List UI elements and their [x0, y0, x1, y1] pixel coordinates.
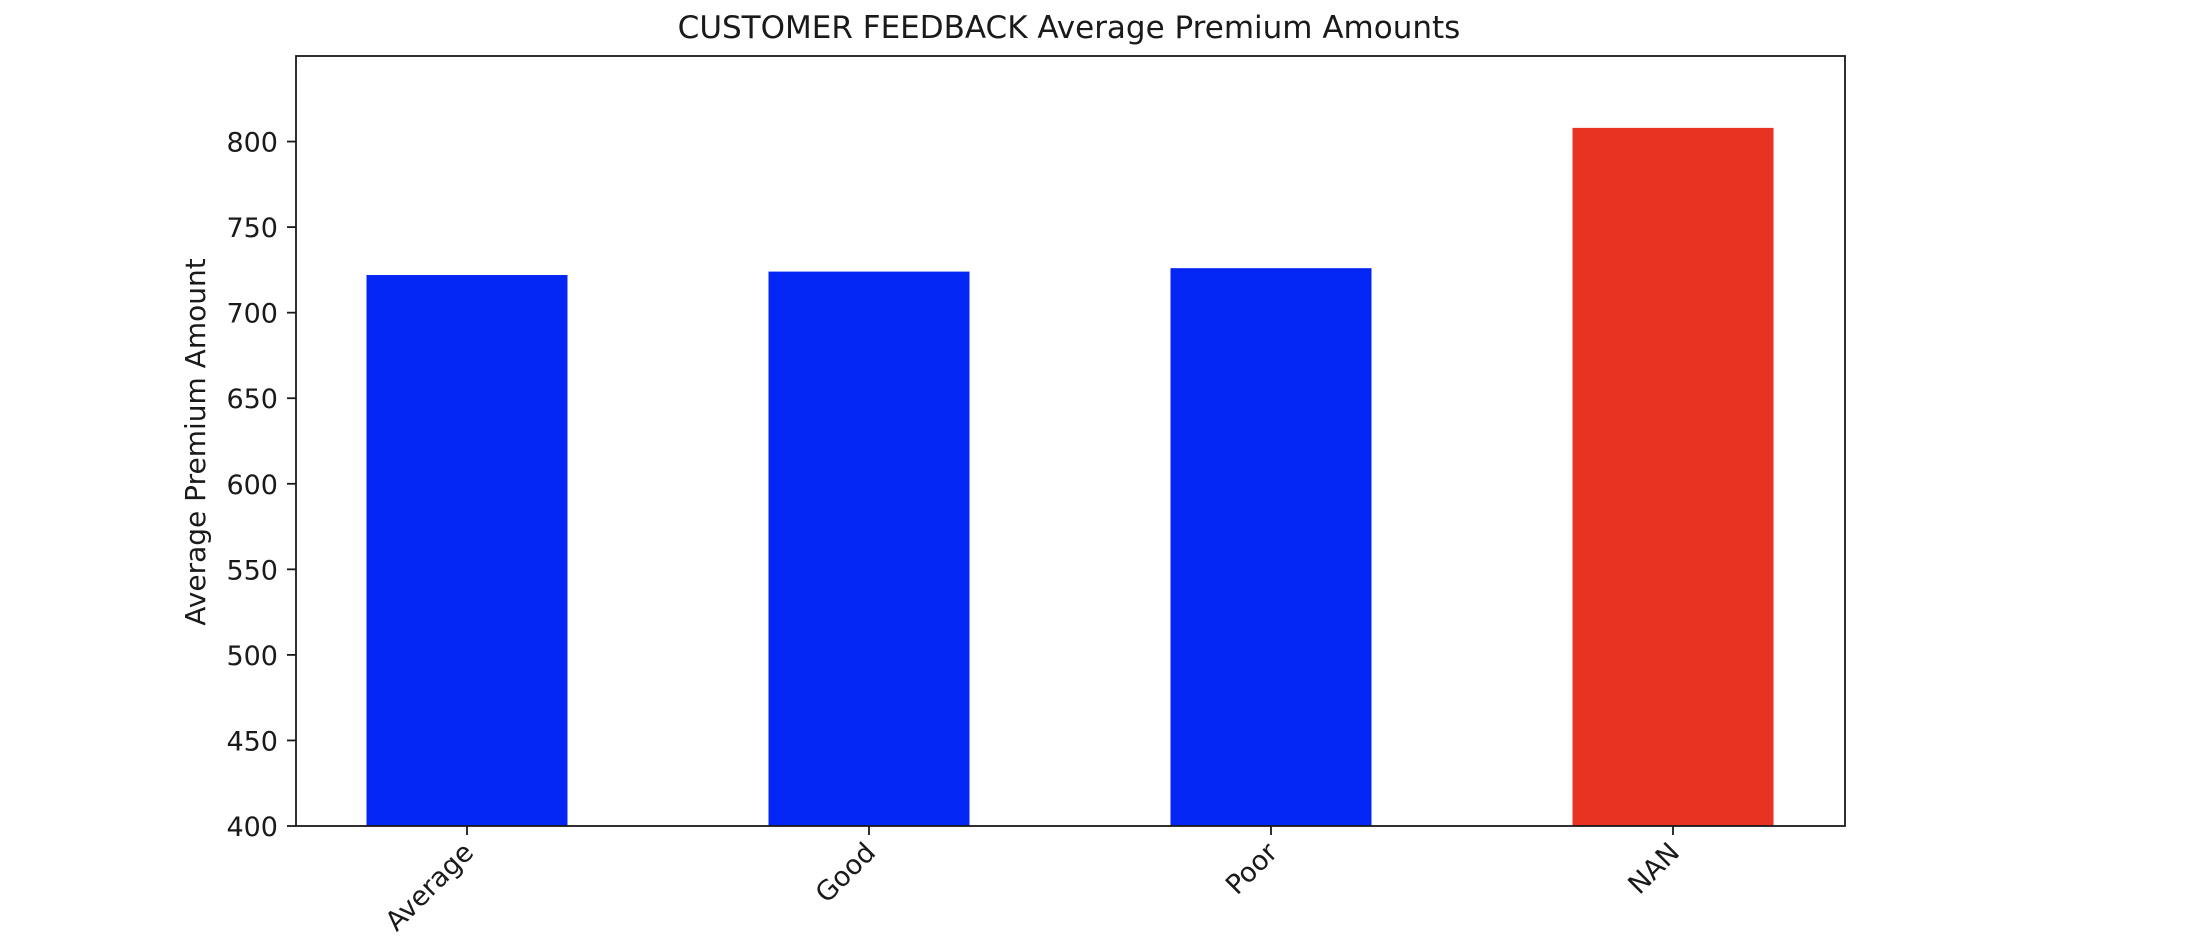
y-axis-label: Average Premium Amount	[179, 258, 212, 625]
y-tick-label: 800	[226, 128, 278, 159]
bar-average	[366, 275, 568, 826]
bar-nan	[1572, 127, 1774, 826]
y-tick-label: 500	[226, 641, 278, 672]
y-tick-label: 450	[226, 726, 278, 757]
y-axis-ticks: 400 450 500 550 600 650 700 750 800	[226, 128, 296, 843]
y-tick-label: 650	[226, 384, 278, 415]
y-tick-label: 750	[226, 213, 278, 244]
plot-area-frame	[295, 55, 1846, 827]
y-tick-label: 400	[226, 812, 278, 843]
bar-good	[768, 271, 970, 827]
y-tick-label: 700	[226, 299, 278, 330]
bars-group	[366, 127, 1774, 827]
x-tick-label-average: Average	[380, 837, 480, 937]
y-tick-label: 600	[226, 470, 278, 501]
x-tick-label-good: Good	[810, 837, 882, 909]
chart-title: CUSTOMER FEEDBACK Average Premium Amount…	[678, 10, 1461, 46]
x-tick-label-nan: NAN	[1622, 837, 1686, 901]
x-axis-ticks: Average Good Poor NAN	[380, 826, 1686, 937]
x-tick-label-poor: Poor	[1220, 836, 1285, 901]
y-tick-label: 550	[226, 555, 278, 586]
bar-poor	[1170, 268, 1372, 827]
